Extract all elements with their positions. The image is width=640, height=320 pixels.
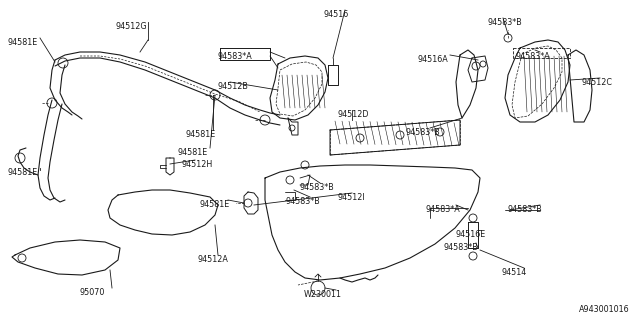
Text: 94583*B: 94583*B <box>488 18 523 27</box>
Text: 94514: 94514 <box>502 268 527 277</box>
Text: 94583*B: 94583*B <box>405 128 440 137</box>
Text: 94516A: 94516A <box>418 55 449 64</box>
Text: 94581E: 94581E <box>200 200 230 209</box>
Text: 94583*B: 94583*B <box>300 183 335 192</box>
Text: 94516E: 94516E <box>456 230 486 239</box>
Text: 94583*B: 94583*B <box>444 243 479 252</box>
Text: 94516: 94516 <box>323 10 348 19</box>
Text: 94512A: 94512A <box>198 255 229 264</box>
Text: 94512H: 94512H <box>182 160 213 169</box>
Text: 94581E: 94581E <box>185 130 215 139</box>
Text: 94583*A: 94583*A <box>218 52 253 61</box>
Text: 94581E: 94581E <box>8 38 38 47</box>
Text: 94581E: 94581E <box>8 168 38 177</box>
Text: W230011: W230011 <box>304 290 342 299</box>
Text: 94512I: 94512I <box>338 193 365 202</box>
Text: A943001016: A943001016 <box>579 305 630 314</box>
Text: 94583*A: 94583*A <box>426 205 461 214</box>
Text: 94583*A: 94583*A <box>515 52 550 61</box>
Text: 94583*B: 94583*B <box>285 197 320 206</box>
Text: 94581E: 94581E <box>178 148 208 157</box>
Text: 94512D: 94512D <box>338 110 369 119</box>
Text: 94583*B: 94583*B <box>507 205 541 214</box>
Text: 94512C: 94512C <box>582 78 613 87</box>
Text: 95070: 95070 <box>80 288 106 297</box>
Text: 94512G: 94512G <box>115 22 147 31</box>
Text: 94512B: 94512B <box>218 82 249 91</box>
